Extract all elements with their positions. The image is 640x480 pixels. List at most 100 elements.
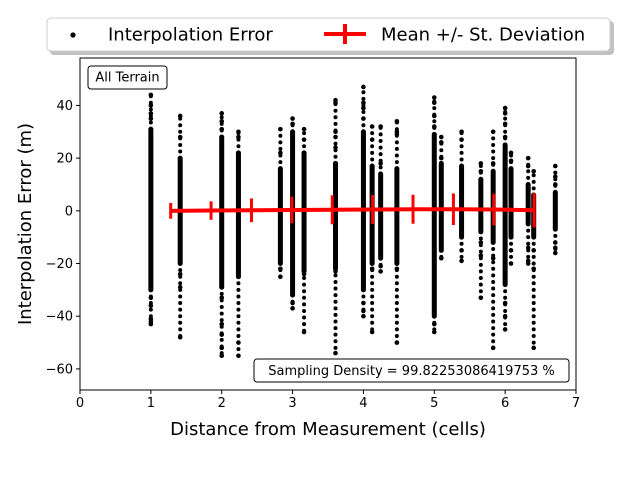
- scatter-point: [333, 273, 338, 278]
- scatter-point: [370, 150, 375, 155]
- scatter-point: [491, 299, 496, 304]
- scatter-point: [178, 156, 183, 161]
- scatter-point: [148, 303, 154, 308]
- scatter-point: [531, 327, 536, 332]
- legend-label-scatter: Interpolation Error: [108, 25, 273, 46]
- scatter-point: [459, 157, 464, 162]
- scatter-point: [439, 155, 444, 161]
- scatter-point: [301, 329, 307, 335]
- scatter-column: [277, 126, 283, 279]
- scatter-point: [302, 144, 307, 149]
- scatter-point: [302, 131, 307, 136]
- scatter-point: [491, 136, 496, 141]
- scatter-point: [236, 347, 241, 352]
- scatter-point: [278, 146, 283, 151]
- scatter-point: [478, 276, 483, 281]
- scatter-point: [333, 134, 338, 140]
- scatter-point: [177, 335, 183, 340]
- scatter-point: [478, 262, 483, 267]
- scatter-point: [394, 261, 399, 266]
- scatter-point: [531, 186, 536, 191]
- scatter-point: [302, 308, 307, 313]
- scatter-point: [278, 133, 283, 138]
- scatter-point: [278, 261, 283, 266]
- scatter-column: [478, 161, 484, 301]
- scatter-point: [490, 161, 496, 166]
- scatter-point: [361, 84, 366, 90]
- scatter-point: [290, 293, 295, 298]
- y-tick-label: 40: [56, 99, 73, 114]
- scatter-point: [333, 129, 338, 135]
- scatter-point: [439, 140, 444, 145]
- scatter-point: [491, 279, 496, 284]
- scatter-point: [361, 123, 366, 128]
- scatter-point: [491, 332, 496, 337]
- scatter-point: [219, 311, 224, 316]
- scatter-point: [333, 319, 338, 324]
- scatter-point: [553, 250, 558, 256]
- scatter-point: [333, 100, 338, 106]
- scatter-point: [236, 353, 241, 359]
- scatter-point: [361, 96, 366, 101]
- scatter-point: [509, 235, 514, 240]
- scatter-point: [148, 307, 153, 312]
- scatter-point: [290, 300, 295, 306]
- scatter-column: [459, 129, 465, 264]
- scatter-point: [525, 163, 531, 169]
- scatter-point: [148, 103, 154, 108]
- scatter-point: [478, 240, 484, 245]
- scatter-point: [508, 248, 514, 253]
- scatter-point: [370, 307, 375, 312]
- scatter-point: [361, 100, 366, 106]
- x-tick-label: 3: [288, 396, 296, 411]
- scatter-point: [503, 322, 508, 327]
- scatter-point: [394, 118, 400, 124]
- scatter-point: [394, 287, 399, 292]
- scatter-point: [370, 281, 375, 286]
- scatter-point: [394, 307, 399, 312]
- scatter-column: [431, 95, 437, 335]
- scatter-point: [531, 345, 536, 351]
- scatter-point: [431, 95, 437, 100]
- scatter-point: [333, 121, 338, 126]
- scatter-point: [531, 301, 536, 306]
- scatter-point: [525, 261, 531, 266]
- scatter-point: [301, 126, 307, 132]
- scatter-point: [333, 312, 338, 317]
- axes-frame: [79, 57, 577, 391]
- scatter-column: [148, 92, 154, 327]
- scatter-point: [553, 170, 558, 175]
- scatter-point: [302, 322, 307, 327]
- scatter-point: [459, 137, 464, 142]
- scatter-point: [278, 274, 283, 279]
- scatter-point: [361, 116, 366, 121]
- scatter-point: [531, 266, 536, 272]
- scatter-point: [553, 245, 558, 251]
- scatter-point: [369, 329, 375, 335]
- x-tick-label: 5: [430, 396, 438, 411]
- scatter-point: [491, 156, 496, 161]
- axes: 0 1 2 3 4 5 6 7 −60 −40 −20 0 20 40: [46, 57, 580, 411]
- scatter-point: [509, 241, 514, 246]
- scatter-point: [478, 295, 484, 301]
- scatter-point: [378, 256, 383, 261]
- scatter-point: [333, 115, 338, 120]
- scatter-point: [432, 106, 437, 111]
- scatter-point: [531, 281, 536, 286]
- scatter-point: [553, 182, 558, 187]
- scatter-point: [219, 291, 224, 296]
- scatter-point: [378, 161, 383, 166]
- scatter-point: [508, 261, 514, 266]
- scatter-point: [432, 132, 437, 137]
- scatter-point: [531, 169, 536, 174]
- scatter-point: [278, 166, 283, 171]
- scatter-point: [370, 261, 375, 266]
- scatter-point: [431, 113, 437, 119]
- scatter-point: [502, 121, 508, 127]
- scatter-point: [333, 161, 338, 166]
- scatter-point: [333, 154, 338, 159]
- scatter-point: [531, 248, 536, 253]
- scatter-point: [290, 129, 295, 134]
- scatter-point: [290, 306, 295, 311]
- scatter-point: [333, 326, 338, 331]
